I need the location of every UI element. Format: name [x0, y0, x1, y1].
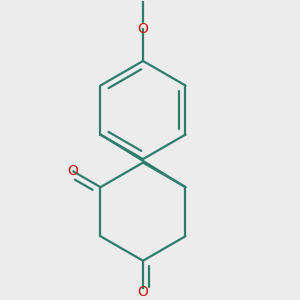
Text: O: O	[138, 22, 148, 36]
Text: O: O	[138, 285, 148, 299]
Text: O: O	[68, 164, 79, 178]
